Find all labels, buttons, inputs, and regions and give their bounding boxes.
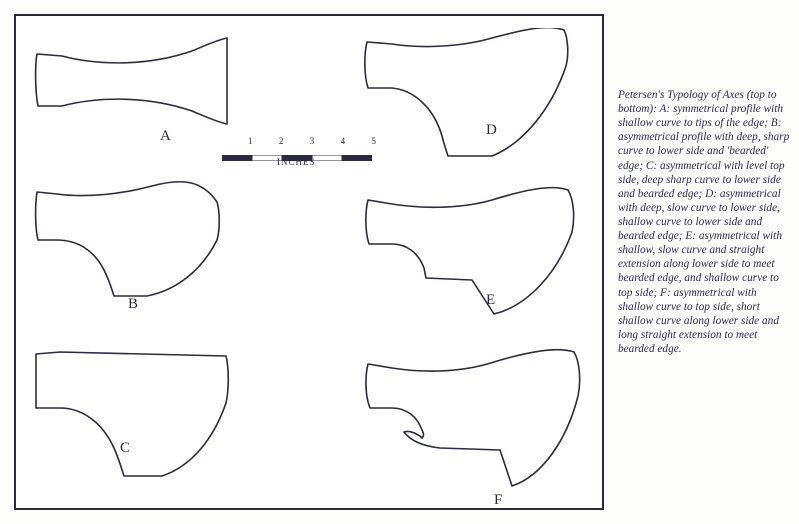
axe-F bbox=[362, 348, 582, 488]
scale-tick: 2 bbox=[279, 136, 284, 146]
label-D: D bbox=[486, 122, 497, 139]
label-F: F bbox=[494, 492, 502, 509]
scale-tick: 1 bbox=[248, 136, 253, 146]
axe-A bbox=[32, 36, 232, 126]
scale-unit-label: INCHES bbox=[277, 157, 316, 167]
scale-tick: 3 bbox=[310, 136, 315, 146]
label-C: C bbox=[120, 440, 130, 457]
label-A: A bbox=[160, 128, 171, 145]
scale-tick: 5 bbox=[372, 136, 377, 146]
axe-C bbox=[32, 348, 232, 478]
scale-numbers: 1 2 3 4 5 bbox=[248, 136, 376, 146]
scale-bar bbox=[222, 148, 372, 154]
axe-D bbox=[362, 28, 572, 158]
axe-B bbox=[32, 180, 222, 298]
caption-text: Petersen's Typology of Axes (top to bott… bbox=[618, 88, 794, 356]
scale-tick: 4 bbox=[341, 136, 346, 146]
label-E: E bbox=[486, 292, 495, 309]
axe-E bbox=[362, 186, 578, 316]
label-B: B bbox=[128, 296, 138, 313]
